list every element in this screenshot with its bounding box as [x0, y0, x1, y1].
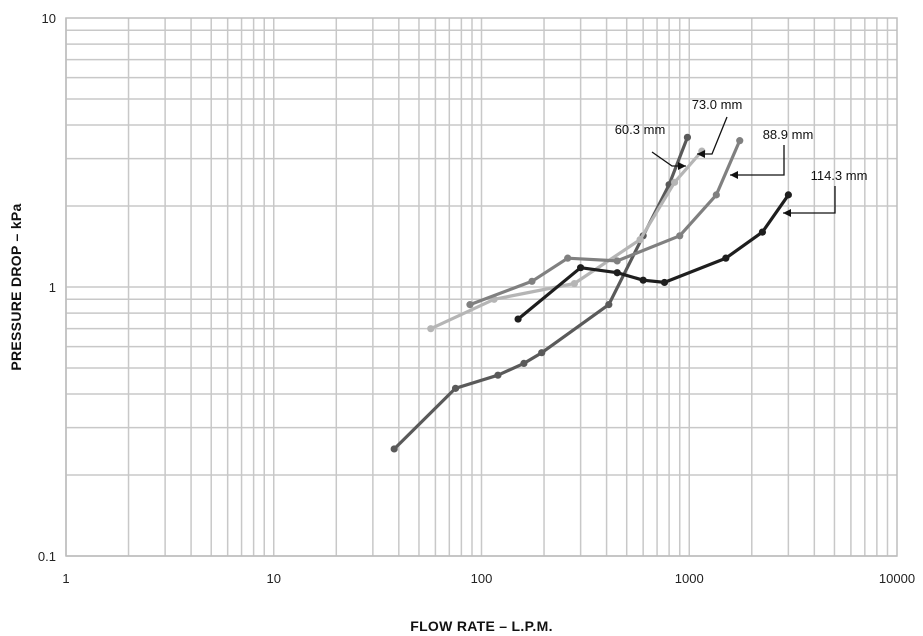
plot-frame: [65, 17, 898, 557]
callout-label: 60.3 mm: [615, 122, 666, 137]
callout-arrow: [783, 186, 836, 214]
data-point: [538, 349, 546, 357]
y-tick-label: 0.1: [38, 549, 56, 564]
data-point: [670, 178, 679, 186]
callout-arrow: [730, 145, 785, 176]
x-axis-title: FLOW RATE – L.P.M.: [410, 618, 553, 634]
data-point: [494, 371, 502, 379]
data-point: [784, 191, 792, 199]
series-group: [390, 133, 792, 453]
data-point: [712, 191, 720, 199]
data-point: [676, 232, 684, 240]
callout-label: 114.3 mm: [811, 168, 868, 183]
data-point: [605, 301, 613, 309]
data-point: [427, 325, 435, 333]
callouts: 60.3 mm 73.0 mm 88.9 mm 114.3 mm: [615, 97, 868, 217]
y-axis-title: PRESSURE DROP – kPa: [8, 203, 24, 370]
series-line-2: [468, 139, 742, 307]
series-line-3: [516, 193, 791, 321]
callout-arrowhead: [697, 150, 705, 158]
y-tick-label: 10: [42, 11, 56, 26]
callout-arrowhead: [678, 162, 686, 170]
data-point: [514, 315, 522, 323]
callout-arrowhead: [730, 171, 738, 179]
y-tick-labels: 0.1 1 10: [38, 11, 56, 564]
x-tick-label: 1: [62, 571, 69, 586]
grid: [65, 18, 897, 557]
data-point: [528, 277, 536, 285]
data-point: [520, 359, 528, 367]
callout-arrowhead: [783, 209, 791, 217]
data-point: [613, 269, 621, 277]
data-point: [722, 254, 730, 262]
data-point: [466, 301, 474, 309]
x-tick-labels: 1 10 100 1000 10000: [62, 571, 915, 586]
x-tick-label: 100: [471, 571, 493, 586]
data-point: [758, 228, 767, 236]
data-point: [639, 276, 647, 284]
x-tick-label: 1000: [675, 571, 704, 586]
callout-label: 88.9 mm: [763, 127, 814, 142]
x-tick-label: 10: [267, 571, 281, 586]
data-point: [636, 236, 644, 244]
data-point: [577, 264, 585, 272]
callout-label: 73.0 mm: [692, 97, 743, 112]
y-tick-label: 1: [49, 280, 56, 295]
data-point: [451, 384, 460, 392]
data-point: [660, 278, 669, 287]
data-point: [570, 279, 578, 288]
data-point: [683, 133, 692, 141]
data-point: [390, 445, 398, 453]
data-point: [736, 137, 744, 145]
data-point: [613, 257, 621, 265]
x-tick-label: 10000: [879, 571, 915, 586]
data-point: [564, 254, 572, 262]
